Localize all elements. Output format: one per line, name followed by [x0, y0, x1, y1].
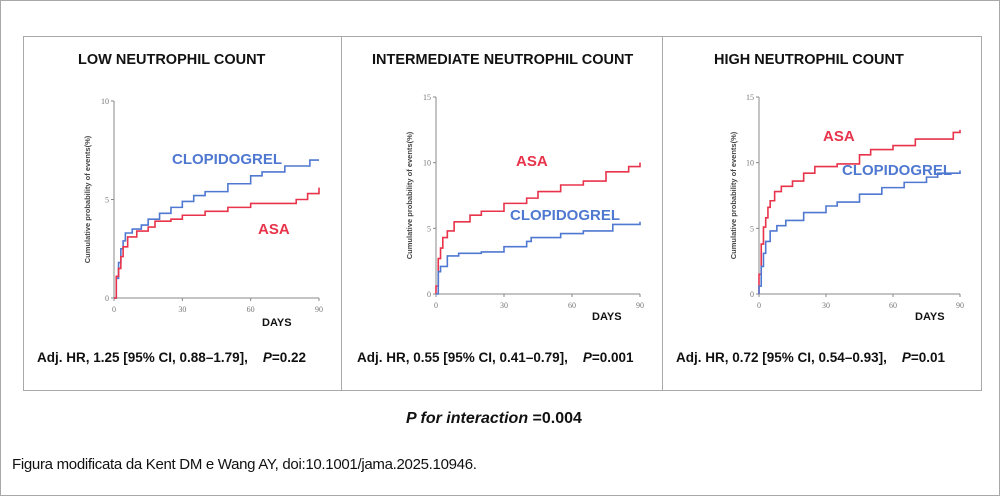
y-axis-label: Cumulative probability of events(%)	[729, 131, 738, 259]
interaction-p-value: P for interaction =0.004	[406, 410, 582, 428]
y-tick-label: 10	[746, 159, 754, 168]
series-label-clopidogrel: CLOPIDOGREL	[842, 162, 952, 179]
interaction-label: P for interaction	[406, 410, 529, 427]
hr-text: Adj. HR, 0.55 [95% CI, 0.41–0.79],	[357, 350, 568, 365]
series-label-asa: ASA	[516, 153, 548, 170]
series-label-clopidogrel: CLOPIDOGREL	[510, 207, 620, 224]
series-label-asa: ASA	[823, 128, 855, 145]
y-tick-label: 15	[423, 93, 431, 102]
x-axis-label: DAYS	[592, 311, 622, 323]
series-label-asa: ASA	[258, 221, 290, 238]
y-axis-label: Cumulative probability of events(%)	[83, 135, 92, 263]
series-line-asa	[435, 162, 641, 294]
series-line-clopidogrel	[436, 221, 641, 295]
panel-title-low: LOW NEUTROPHIL COUNT	[78, 52, 266, 68]
x-tick-label: 0	[757, 301, 761, 310]
y-tick-label: 15	[746, 93, 754, 102]
x-tick-label: 0	[434, 301, 438, 310]
series-line-asa	[114, 187, 320, 299]
x-tick-label: 60	[889, 301, 897, 310]
panel-title-high: HIGH NEUTROPHIL COUNT	[714, 52, 904, 68]
p-value: =0.01	[910, 350, 946, 365]
y-axis-label: Cumulative probability of events(%)	[405, 131, 414, 259]
x-tick-label: 30	[500, 301, 508, 310]
source-caption: Figura modificata da Kent DM e Wang AY, …	[12, 456, 477, 473]
x-tick-label: 90	[956, 301, 964, 310]
x-tick-label: 60	[568, 301, 576, 310]
x-tick-label: 90	[315, 305, 323, 314]
series-label-clopidogrel: CLOPIDOGREL	[172, 151, 282, 168]
series-line-clopidogrel	[114, 159, 319, 299]
p-value: =0.001	[591, 350, 634, 365]
y-tick-label: 0	[750, 290, 754, 299]
hr-text: Adj. HR, 1.25 [95% CI, 0.88–1.79],	[37, 350, 248, 365]
series-line-clopidogrel	[758, 170, 961, 294]
x-tick-label: 0	[112, 305, 116, 314]
interaction-value: =0.004	[528, 410, 582, 427]
x-tick-label: 30	[822, 301, 830, 310]
p-value: =0.22	[271, 350, 307, 365]
y-tick-label: 5	[750, 224, 754, 233]
x-axis-label: DAYS	[915, 311, 945, 323]
y-tick-label: 0	[427, 290, 431, 299]
hr-annotation-intermediate: Adj. HR, 0.55 [95% CI, 0.41–0.79], P=0.0…	[357, 350, 634, 365]
y-tick-label: 10	[101, 97, 109, 106]
hr-annotation-high: Adj. HR, 0.72 [95% CI, 0.54–0.93], P=0.0…	[676, 350, 945, 365]
hr-text: Adj. HR, 0.72 [95% CI, 0.54–0.93],	[676, 350, 887, 365]
panel-high-border	[662, 36, 982, 391]
series-line-asa	[758, 129, 961, 294]
panel-title-intermediate: INTERMEDIATE NEUTROPHIL COUNT	[372, 52, 634, 68]
x-tick-label: 90	[636, 301, 644, 310]
y-tick-label: 10	[423, 159, 431, 168]
x-tick-label: 30	[178, 305, 186, 314]
y-tick-label: 0	[105, 294, 109, 303]
p-label: P	[262, 350, 272, 365]
p-label: P	[582, 350, 592, 365]
x-axis-label: DAYS	[262, 317, 292, 329]
hr-annotation-low: Adj. HR, 1.25 [95% CI, 0.88–1.79], P=0.2…	[37, 350, 306, 365]
x-tick-label: 60	[247, 305, 255, 314]
p-label: P	[901, 350, 911, 365]
y-tick-label: 5	[105, 196, 109, 205]
y-tick-label: 5	[427, 224, 431, 233]
